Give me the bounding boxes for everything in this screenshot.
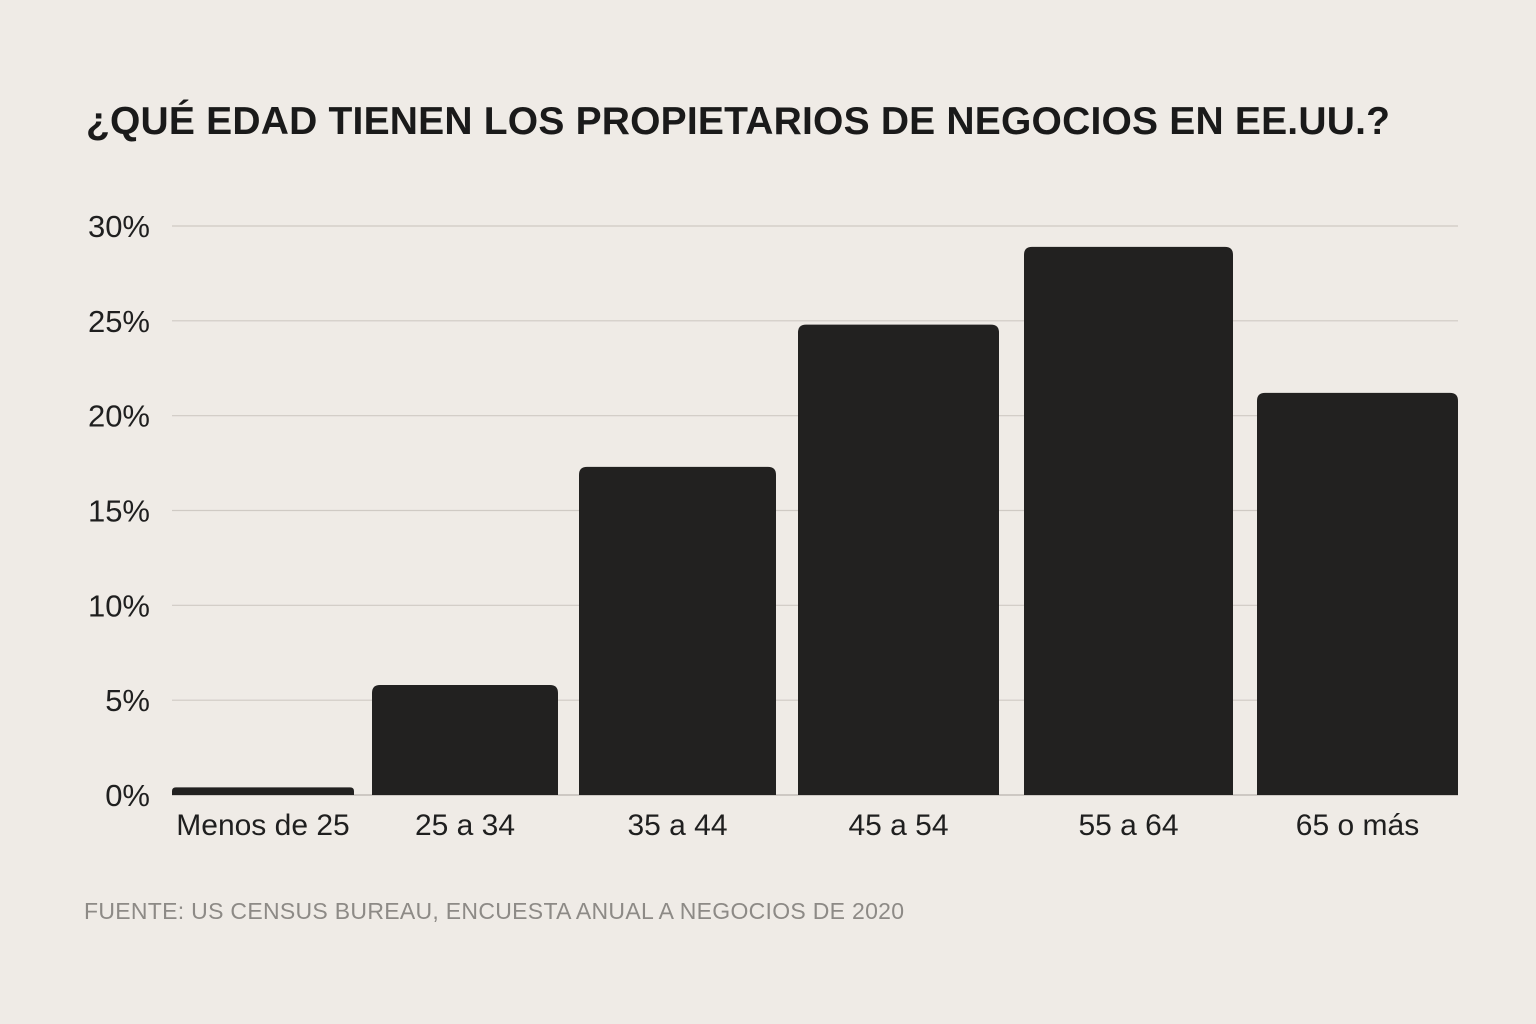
y-tick-label: 5%: [105, 683, 150, 718]
x-axis-labels: Menos de 25 25 a 34 35 a 44 45 a 54 55 a 64 6…: [176, 809, 1419, 842]
bar-6: [1257, 392, 1458, 795]
y-tick-label: 20%: [88, 399, 150, 434]
chart-source: FUENTE: US CENSUS BUREAU, ENCUESTA ANUAL…: [84, 898, 905, 924]
bar-4: [798, 324, 999, 795]
x-tick-label: 45 a 54: [848, 809, 948, 842]
x-tick-label: 55 a 64: [1078, 809, 1178, 842]
y-tick-label: 30%: [88, 209, 150, 244]
bar-5: [1024, 246, 1233, 795]
bar-layer: [172, 246, 1458, 795]
y-axis-labels: 0% 5% 10% 15% 20% 25% 30%: [88, 209, 150, 813]
x-tick-label: 65 o más: [1296, 809, 1419, 842]
y-tick-label: 15%: [88, 494, 150, 529]
y-tick-label: 0%: [105, 778, 150, 813]
bar-3: [579, 466, 776, 795]
y-tick-label: 25%: [88, 304, 150, 339]
x-tick-label: 35 a 44: [627, 809, 727, 842]
bar-1: [172, 787, 354, 795]
bar-2: [372, 684, 558, 795]
chart-title: ¿QUÉ EDAD TIENEN LOS PROPIETARIOS DE NEG…: [86, 100, 1391, 143]
x-tick-label: Menos de 25: [176, 809, 349, 842]
y-tick-label: 10%: [88, 588, 150, 623]
x-tick-label: 25 a 34: [415, 809, 515, 842]
